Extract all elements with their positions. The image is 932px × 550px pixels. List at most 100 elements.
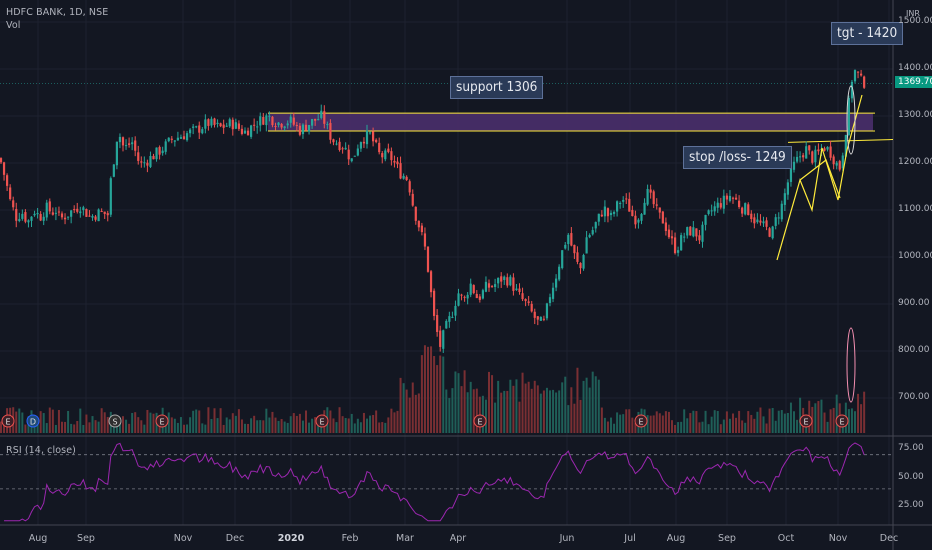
candle-body-220 <box>670 236 674 239</box>
candle-body-186 <box>567 234 570 245</box>
volume-bar-47 <box>143 424 146 433</box>
time-tick-2: Nov <box>173 533 193 544</box>
volume-bar-282 <box>860 404 863 433</box>
candle-body-180 <box>548 297 552 303</box>
candle-body-161 <box>490 286 494 288</box>
volume-bar-241 <box>735 417 738 433</box>
candle-body-134 <box>408 181 411 193</box>
event-label-1: D <box>30 418 36 427</box>
candle-body-258 <box>786 182 789 195</box>
volume-bar-32 <box>97 421 100 433</box>
candle-body-283 <box>863 76 866 88</box>
volume-bar-15 <box>45 423 48 433</box>
volume-bar-116 <box>353 423 356 433</box>
volume-bar-182 <box>555 392 558 433</box>
candle-body-235 <box>716 202 719 208</box>
candle-body-49 <box>149 156 152 167</box>
event-label-5: E <box>477 418 482 427</box>
candle-body-114 <box>347 149 350 160</box>
candle-body-261 <box>795 156 799 162</box>
volume-bar-13 <box>39 411 42 433</box>
volume-bar-137 <box>417 393 420 433</box>
candle-body-247 <box>753 217 756 224</box>
volume-bar-78 <box>237 409 240 433</box>
time-tick-7: Apr <box>449 533 467 544</box>
candle-body-31 <box>94 216 97 220</box>
candle-body-70 <box>213 118 216 125</box>
candle-body-166 <box>506 277 509 286</box>
volume-bar-188 <box>573 403 576 433</box>
candle-body-135 <box>411 193 414 206</box>
volume-bar-119 <box>362 412 365 433</box>
volume-bar-231 <box>704 410 707 433</box>
volume-bar-171 <box>521 372 524 433</box>
candle-body-174 <box>530 303 533 312</box>
candle-body-56 <box>170 138 173 140</box>
candle-body-64 <box>195 126 198 128</box>
support-annotation[interactable]: support 1306 <box>450 76 544 99</box>
volume-bar-112 <box>341 416 344 433</box>
candle-body-20 <box>60 213 64 218</box>
price-tick-8: 700.00 <box>898 392 930 402</box>
candle-body-127 <box>387 148 390 152</box>
candle-body-245 <box>747 204 750 216</box>
volume-bar-243 <box>741 420 744 433</box>
candle-body-183 <box>558 266 561 280</box>
volume-bar-81 <box>247 423 250 433</box>
candle-body-187 <box>570 233 573 246</box>
candle-body-234 <box>713 206 716 212</box>
candle-body-83 <box>253 124 256 126</box>
candle-body-227 <box>692 227 695 237</box>
candle-body-222 <box>677 250 680 253</box>
volume-bar-185 <box>564 376 567 433</box>
candle-body-89 <box>271 116 274 126</box>
candle-body-52 <box>158 146 161 155</box>
candle-body-75 <box>228 119 231 127</box>
volume-bar-30 <box>91 416 94 433</box>
candle-body-35 <box>106 213 109 216</box>
volume-bar-233 <box>710 416 713 433</box>
volume-bar-35 <box>106 416 109 433</box>
candle-body-162 <box>494 284 497 287</box>
candle-body-3 <box>9 187 12 200</box>
volume-bar-108 <box>329 410 332 433</box>
target-annotation[interactable]: tgt - 1420 <box>831 22 904 45</box>
volume-bar-86 <box>262 420 265 433</box>
volume-bar-48 <box>146 409 149 433</box>
volume-bar-73 <box>222 424 225 433</box>
volume-bar-219 <box>667 411 670 433</box>
candle-body-239 <box>728 195 732 201</box>
price-tick-4: 1100.00 <box>898 204 932 214</box>
volume-bar-74 <box>225 417 228 433</box>
symbol-label[interactable]: HDFC BANK, 1D, NSE <box>6 7 109 18</box>
candle-body-277 <box>844 135 847 157</box>
volume-bar-230 <box>701 421 704 433</box>
volume-bar-98 <box>298 413 301 433</box>
candle-body-158 <box>481 290 484 299</box>
rsi-label[interactable]: RSI (14, close) <box>6 445 76 456</box>
candle-body-121 <box>368 132 372 134</box>
candle-body-67 <box>204 119 207 129</box>
candle-body-128 <box>390 151 393 161</box>
volume-bar-19 <box>57 409 60 433</box>
volume-label[interactable]: Vol <box>6 20 21 31</box>
candle-body-185 <box>564 244 567 249</box>
time-tick-10: Aug <box>666 533 686 544</box>
candle-body-156 <box>475 293 478 299</box>
candle-body-253 <box>771 226 774 239</box>
volume-bar-229 <box>698 422 701 433</box>
candle-body-7 <box>21 213 24 219</box>
volume-bar-225 <box>686 418 689 433</box>
stop-loss-annotation[interactable]: stop /loss- 1249 <box>683 146 792 169</box>
candle-body-149 <box>454 305 457 316</box>
volume-bar-177 <box>539 393 542 433</box>
volume-bar-186 <box>567 405 570 433</box>
pattern-line-inner <box>799 159 841 199</box>
volume-bar-142 <box>433 356 436 433</box>
current-price-badge: 1369.70 <box>895 76 932 89</box>
candle-body-230 <box>701 224 704 242</box>
candle-body-119 <box>362 141 366 144</box>
candle-body-228 <box>695 228 698 237</box>
candle-body-146 <box>445 320 448 329</box>
volume-bar-174 <box>530 388 533 433</box>
